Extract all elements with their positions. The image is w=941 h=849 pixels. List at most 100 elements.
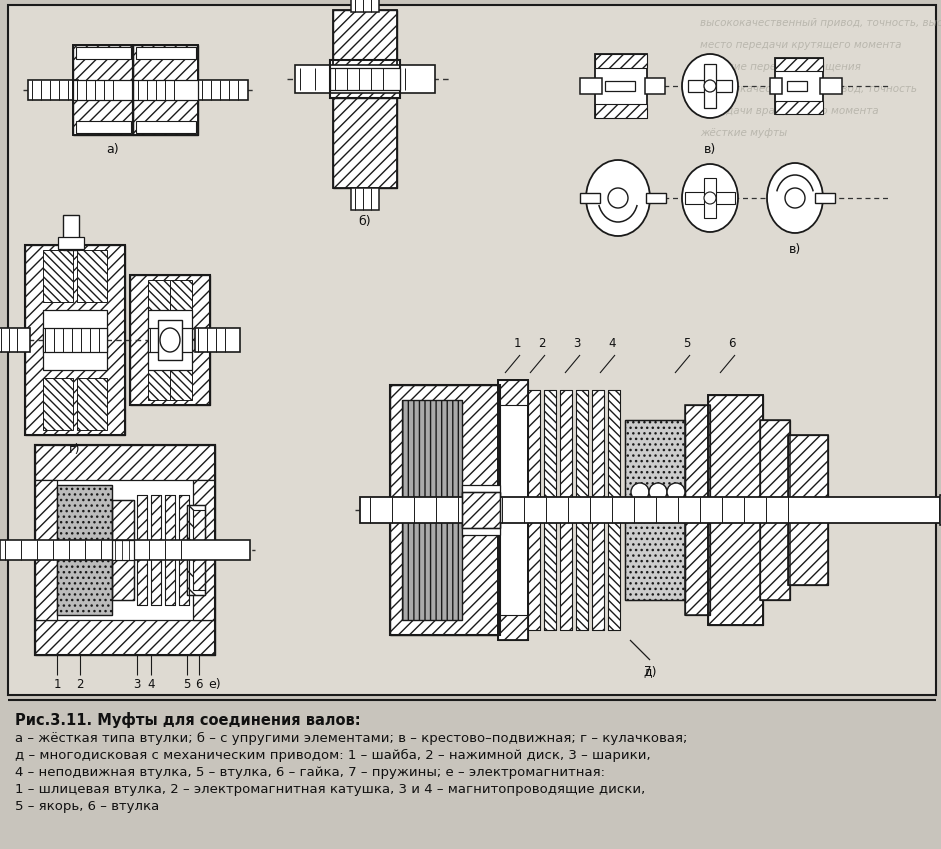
Bar <box>576 390 588 630</box>
Bar <box>73 45 133 135</box>
Bar <box>148 280 170 318</box>
Bar <box>295 65 435 93</box>
Text: г): г) <box>70 443 81 456</box>
Text: д): д) <box>644 665 657 678</box>
Bar <box>688 80 732 92</box>
Bar <box>76 121 131 133</box>
Bar <box>35 445 215 655</box>
Bar <box>76 47 131 59</box>
Bar <box>685 405 710 615</box>
Ellipse shape <box>682 54 738 118</box>
Bar <box>625 420 685 600</box>
Bar <box>158 320 182 360</box>
Bar <box>25 245 125 435</box>
Bar <box>576 390 588 630</box>
Bar <box>35 445 215 480</box>
Bar <box>43 250 73 302</box>
Bar <box>775 58 823 71</box>
Text: 6: 6 <box>728 337 736 350</box>
Bar <box>130 275 210 405</box>
Text: Рис.3.11. Муфты для соединения валов:: Рис.3.11. Муфты для соединения валов: <box>15 712 360 728</box>
Bar <box>193 510 205 590</box>
Bar <box>148 362 170 400</box>
Text: а): а) <box>106 143 120 156</box>
Bar <box>390 385 500 635</box>
Bar <box>187 505 205 595</box>
Bar <box>704 64 716 108</box>
Bar <box>165 495 175 605</box>
Bar <box>193 480 215 620</box>
Bar <box>351 0 379 12</box>
Text: место передачи крутящего момента: место передачи крутящего момента <box>700 40 901 50</box>
Bar <box>595 54 647 118</box>
Bar <box>133 80 198 100</box>
Bar <box>136 121 196 133</box>
Text: е): е) <box>209 678 221 691</box>
Bar <box>77 378 107 430</box>
Bar <box>179 495 189 605</box>
Bar <box>165 495 175 605</box>
Bar <box>625 420 685 600</box>
Bar <box>560 390 572 630</box>
Bar <box>112 500 134 600</box>
Bar <box>560 390 572 630</box>
Bar <box>592 390 604 630</box>
Bar <box>170 362 192 400</box>
Text: д – многодисковая с механическим приводом: 1 – шайба, 2 – нажимной диск, 3 – шар: д – многодисковая с механическим приводо… <box>15 749 650 762</box>
Bar <box>330 68 400 90</box>
Text: жёсткие муфты: жёсткие муфты <box>700 128 788 138</box>
Bar <box>544 390 556 630</box>
Text: 6: 6 <box>195 678 202 691</box>
Text: 5: 5 <box>683 337 691 350</box>
Bar <box>333 98 397 188</box>
Text: в): в) <box>789 243 801 256</box>
Bar <box>940 495 941 525</box>
Bar <box>133 45 198 135</box>
Text: 1: 1 <box>54 678 61 691</box>
Bar <box>35 480 57 620</box>
Bar <box>137 495 147 605</box>
Bar <box>136 47 196 59</box>
Bar <box>462 492 500 528</box>
Bar <box>788 435 828 585</box>
Bar <box>595 54 647 68</box>
Bar <box>137 495 147 605</box>
Text: Высококачественный привод, точность: Высококачественный привод, точность <box>700 84 917 94</box>
Ellipse shape <box>667 483 685 501</box>
Text: 5: 5 <box>183 678 191 691</box>
Ellipse shape <box>682 164 738 232</box>
Bar <box>775 101 823 114</box>
Bar <box>77 250 107 302</box>
Bar <box>462 492 500 528</box>
Bar <box>770 78 782 94</box>
Bar <box>685 192 735 204</box>
Bar <box>330 60 400 98</box>
Bar <box>595 104 647 118</box>
Bar <box>580 193 600 203</box>
Bar <box>195 328 240 352</box>
Bar <box>787 81 807 91</box>
Bar <box>58 237 84 249</box>
Text: 1: 1 <box>513 337 520 350</box>
Text: 2: 2 <box>538 337 546 350</box>
Bar <box>815 193 835 203</box>
Bar <box>760 420 790 600</box>
Bar <box>351 188 379 210</box>
Bar <box>0 540 250 560</box>
Bar <box>498 615 528 640</box>
Bar <box>645 78 665 94</box>
Bar <box>685 405 710 615</box>
Bar <box>360 497 940 523</box>
Ellipse shape <box>586 160 650 236</box>
Text: 1 – шлицевая втулка, 2 – электромагнитная катушка, 3 и 4 – магнитопроводящие дис: 1 – шлицевая втулка, 2 – электромагнитна… <box>15 783 646 796</box>
Ellipse shape <box>767 163 823 233</box>
Bar <box>498 380 528 640</box>
Bar <box>708 395 763 625</box>
Bar <box>788 435 828 585</box>
Text: высококачественный привод, точность, высокий КПД: высококачественный привод, точность, выс… <box>700 18 941 28</box>
Bar <box>73 45 133 135</box>
Bar <box>112 540 134 560</box>
Bar <box>148 328 192 352</box>
Text: 3: 3 <box>134 678 141 691</box>
Text: б): б) <box>359 215 372 228</box>
